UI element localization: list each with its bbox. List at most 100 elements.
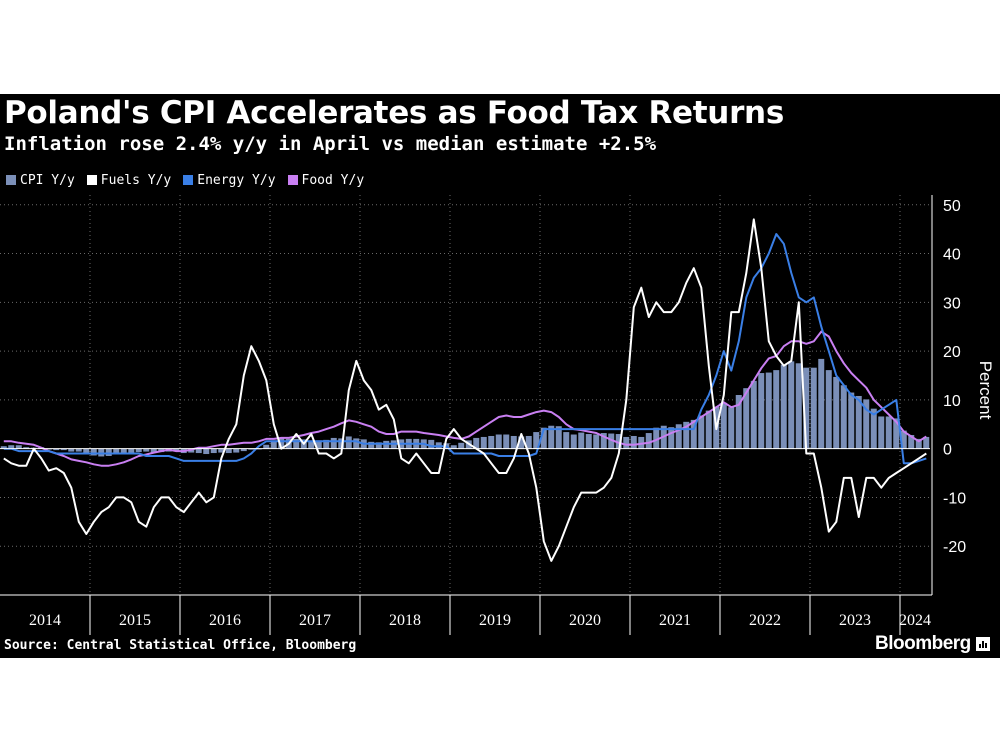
cpi-bar: [758, 373, 765, 449]
cpi-bar: [563, 432, 570, 449]
cpi-bar: [338, 438, 345, 449]
cpi-bar: [68, 448, 75, 452]
cpi-bar: [780, 364, 787, 449]
cpi-bar: [698, 415, 705, 449]
cpi-bar: [788, 361, 795, 449]
cpi-bar: [803, 367, 810, 449]
y-tick-label: 40: [943, 247, 961, 264]
cpi-bar: [428, 439, 435, 449]
y-tick-label: 30: [943, 295, 961, 312]
cpi-bar: [525, 435, 532, 449]
cpi-bar: [60, 448, 67, 451]
brand-name: Bloomberg: [875, 633, 971, 654]
chart-title: Poland's CPI Accelerates as Food Tax Ret…: [4, 95, 784, 131]
cpi-bar: [135, 448, 142, 453]
x-tick-label: 2016: [209, 612, 241, 629]
x-tick-label: 2021: [659, 612, 691, 629]
y-tick-label: 20: [943, 344, 961, 361]
cpi-bar: [795, 363, 802, 449]
cpi-bar: [743, 388, 750, 449]
legend-item-fuels: Fuels Y/y: [86, 172, 172, 188]
cpi-bar: [345, 436, 352, 449]
x-tick-label: 2015: [119, 612, 151, 629]
cpi-bar: [893, 418, 900, 449]
cpi-bar: [600, 433, 607, 449]
cpi-bar: [23, 447, 30, 449]
cpi-bar: [315, 440, 322, 449]
cpi-bar: [840, 385, 847, 449]
cpi-bar: [240, 448, 247, 452]
bloomberg-chart-icon: [975, 637, 990, 651]
axis-layer: 50 40 30 20 10 0 -10 -20 2014 2015 2016 2017 2018 201…: [0, 195, 995, 635]
cpi-bars: [0, 358, 930, 457]
cpi-bar: [210, 448, 217, 454]
cpi-bar: [548, 425, 555, 449]
cpi-bar: [8, 445, 15, 449]
y-tick-label: -20: [943, 539, 966, 556]
cpi-bar: [75, 448, 82, 452]
cpi-bar: [818, 358, 825, 449]
cpi-bar: [855, 395, 862, 449]
legend-swatch-food: [287, 175, 298, 185]
cpi-bar: [450, 445, 457, 449]
cpi-bar: [630, 435, 637, 449]
legend: CPI Y/y Fuels Y/y Energy Y/y Food Y/y: [6, 170, 376, 190]
cpi-bar: [750, 380, 757, 449]
source-note: Source: Central Statistical Office, Bloo…: [4, 638, 357, 653]
cpi-bar: [113, 448, 120, 455]
x-tick-label: 2024: [899, 612, 931, 629]
cpi-bar: [120, 448, 127, 454]
cpi-bar: [765, 372, 772, 449]
legend-label-food: Food Y/y: [301, 172, 365, 188]
cpi-bar: [585, 434, 592, 449]
x-tick-label: 2022: [749, 612, 781, 629]
legend-label-energy: Energy Y/y: [197, 172, 276, 188]
legend-label-cpi: CPI Y/y: [20, 172, 75, 188]
cpi-bar: [225, 448, 232, 454]
cpi-bar: [593, 434, 600, 449]
cpi-bar: [675, 424, 682, 449]
legend-swatch-cpi: [6, 175, 16, 185]
cpi-bar: [105, 448, 112, 456]
legend-label-fuels: Fuels Y/y: [100, 172, 172, 188]
cpi-bar: [773, 370, 780, 449]
line-energy: [3, 233, 927, 465]
grid-layer: [0, 195, 930, 595]
legend-swatch-energy: [183, 175, 194, 185]
cpi-bar: [870, 408, 877, 449]
cpi-bar: [615, 434, 622, 449]
cpi-bar: [668, 427, 675, 449]
cpi-bar: [923, 436, 930, 449]
cpi-bar: [15, 445, 22, 449]
cpi-bar: [150, 448, 157, 453]
cpi-bar: [203, 448, 210, 455]
cpi-bar: [368, 441, 375, 449]
cpi-bar: [353, 438, 360, 449]
y-tick-label: 10: [943, 393, 961, 410]
cpi-bar: [735, 395, 742, 449]
cpi-bar: [233, 448, 240, 453]
chart-subtitle: Inflation rose 2.4% y/y in April vs medi…: [4, 133, 657, 155]
cpi-bar: [885, 416, 892, 449]
y-tick-label: 50: [943, 198, 961, 215]
cpi-bar: [623, 436, 630, 449]
cpi-bar: [173, 448, 180, 452]
cpi-bar: [143, 448, 150, 452]
x-tick-label: 2023: [839, 612, 871, 629]
cpi-bar: [195, 448, 202, 454]
cpi-bar: [293, 438, 300, 449]
x-tick-label: 2018: [389, 612, 421, 629]
legend-item-food: Food Y/y: [287, 172, 365, 188]
x-tick-label: 2014: [29, 612, 61, 629]
cpi-bar: [495, 434, 502, 449]
cpi-bar: [53, 448, 60, 451]
cpi-bar: [728, 407, 735, 449]
legend-swatch-fuels: [86, 175, 97, 185]
cpi-bar: [540, 427, 547, 449]
cpi-bar: [683, 421, 690, 449]
legend-item-energy: Energy Y/y: [183, 172, 276, 188]
cpi-bar: [0, 446, 7, 449]
bloomberg-logo: Bloomberg: [875, 633, 990, 655]
cpi-bar: [458, 442, 465, 449]
line-fuels: [3, 218, 927, 562]
